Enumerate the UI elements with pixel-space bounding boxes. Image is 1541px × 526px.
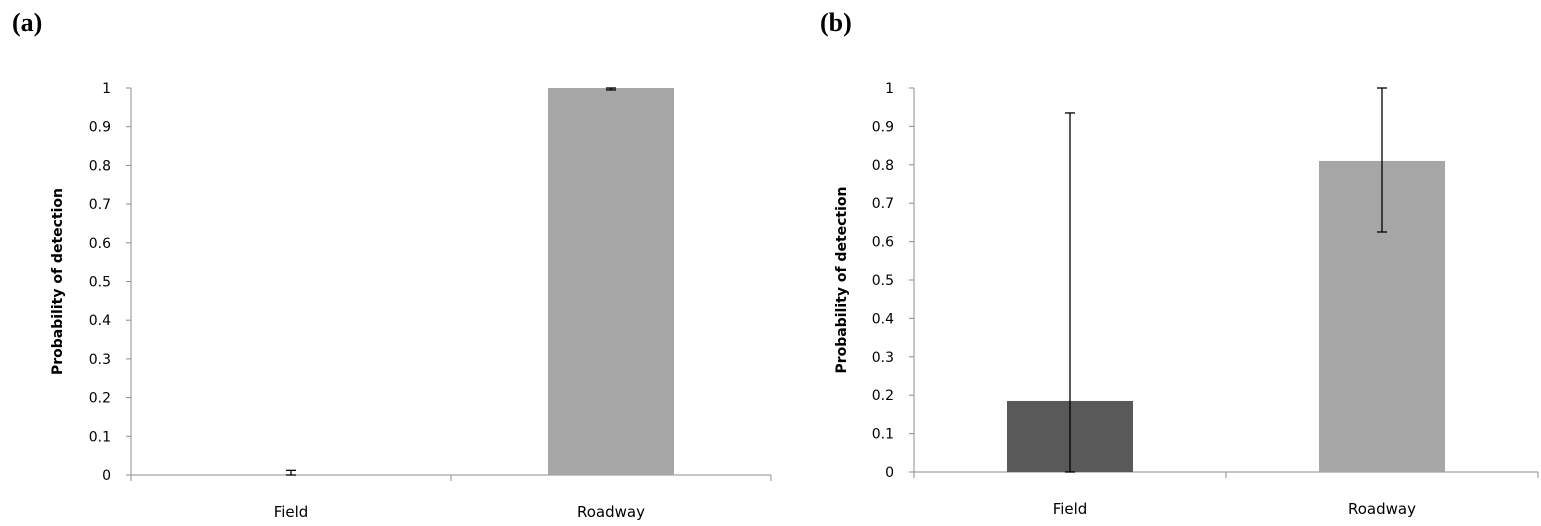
y-tick-label: 0.1 [89, 429, 111, 445]
category-label-roadway: Roadway [1348, 500, 1416, 518]
y-tick-label: 0.6 [872, 235, 894, 251]
y-axis-label: Probability of detection [50, 188, 66, 375]
y-tick-label: 0.6 [89, 236, 111, 252]
y-tick-label: 0 [102, 468, 111, 484]
y-tick-label: 1 [885, 81, 894, 97]
y-tick-label: 0 [885, 465, 894, 481]
y-tick-label: 0.9 [872, 119, 894, 135]
y-tick-label: 0.5 [872, 273, 894, 289]
panel-label-b: (b) [820, 8, 852, 37]
y-tick-label: 0.9 [89, 120, 111, 136]
panel-label-a: (a) [12, 8, 43, 37]
y-tick-label: 0.3 [89, 352, 111, 368]
y-tick-label: 0.4 [872, 311, 894, 327]
y-axis-label: Probability of detection [834, 186, 850, 373]
bar-roadway [548, 88, 674, 475]
y-tick-label: 0.4 [89, 313, 111, 329]
category-label-roadway: Roadway [577, 503, 645, 521]
chart-b: 0 0.1 0.2 0.3 0.4 0.5 0.6 0.7 0.8 0.9 1 Field Roadwa… [834, 81, 1539, 518]
y-tick-label: 0.2 [872, 388, 894, 404]
category-label-field: Field [274, 503, 309, 521]
chart-a: 0 0.1 0.2 0.3 0.4 0.5 0.6 0.7 0.8 0.9 1 Field Roadwa… [50, 81, 772, 521]
y-tick-label: 0.7 [872, 196, 894, 212]
y-tick-label: 0.5 [89, 275, 111, 291]
y-tick-label: 0.8 [872, 158, 894, 174]
y-tick-label: 0.3 [872, 350, 894, 366]
category-label-field: Field [1053, 500, 1088, 518]
y-tick-label: 1 [102, 81, 111, 97]
y-tick-label: 0.1 [872, 427, 894, 443]
y-tick-label: 0.8 [89, 158, 111, 174]
y-tick-label: 0.2 [89, 391, 111, 407]
y-tick-label: 0.7 [89, 197, 111, 213]
